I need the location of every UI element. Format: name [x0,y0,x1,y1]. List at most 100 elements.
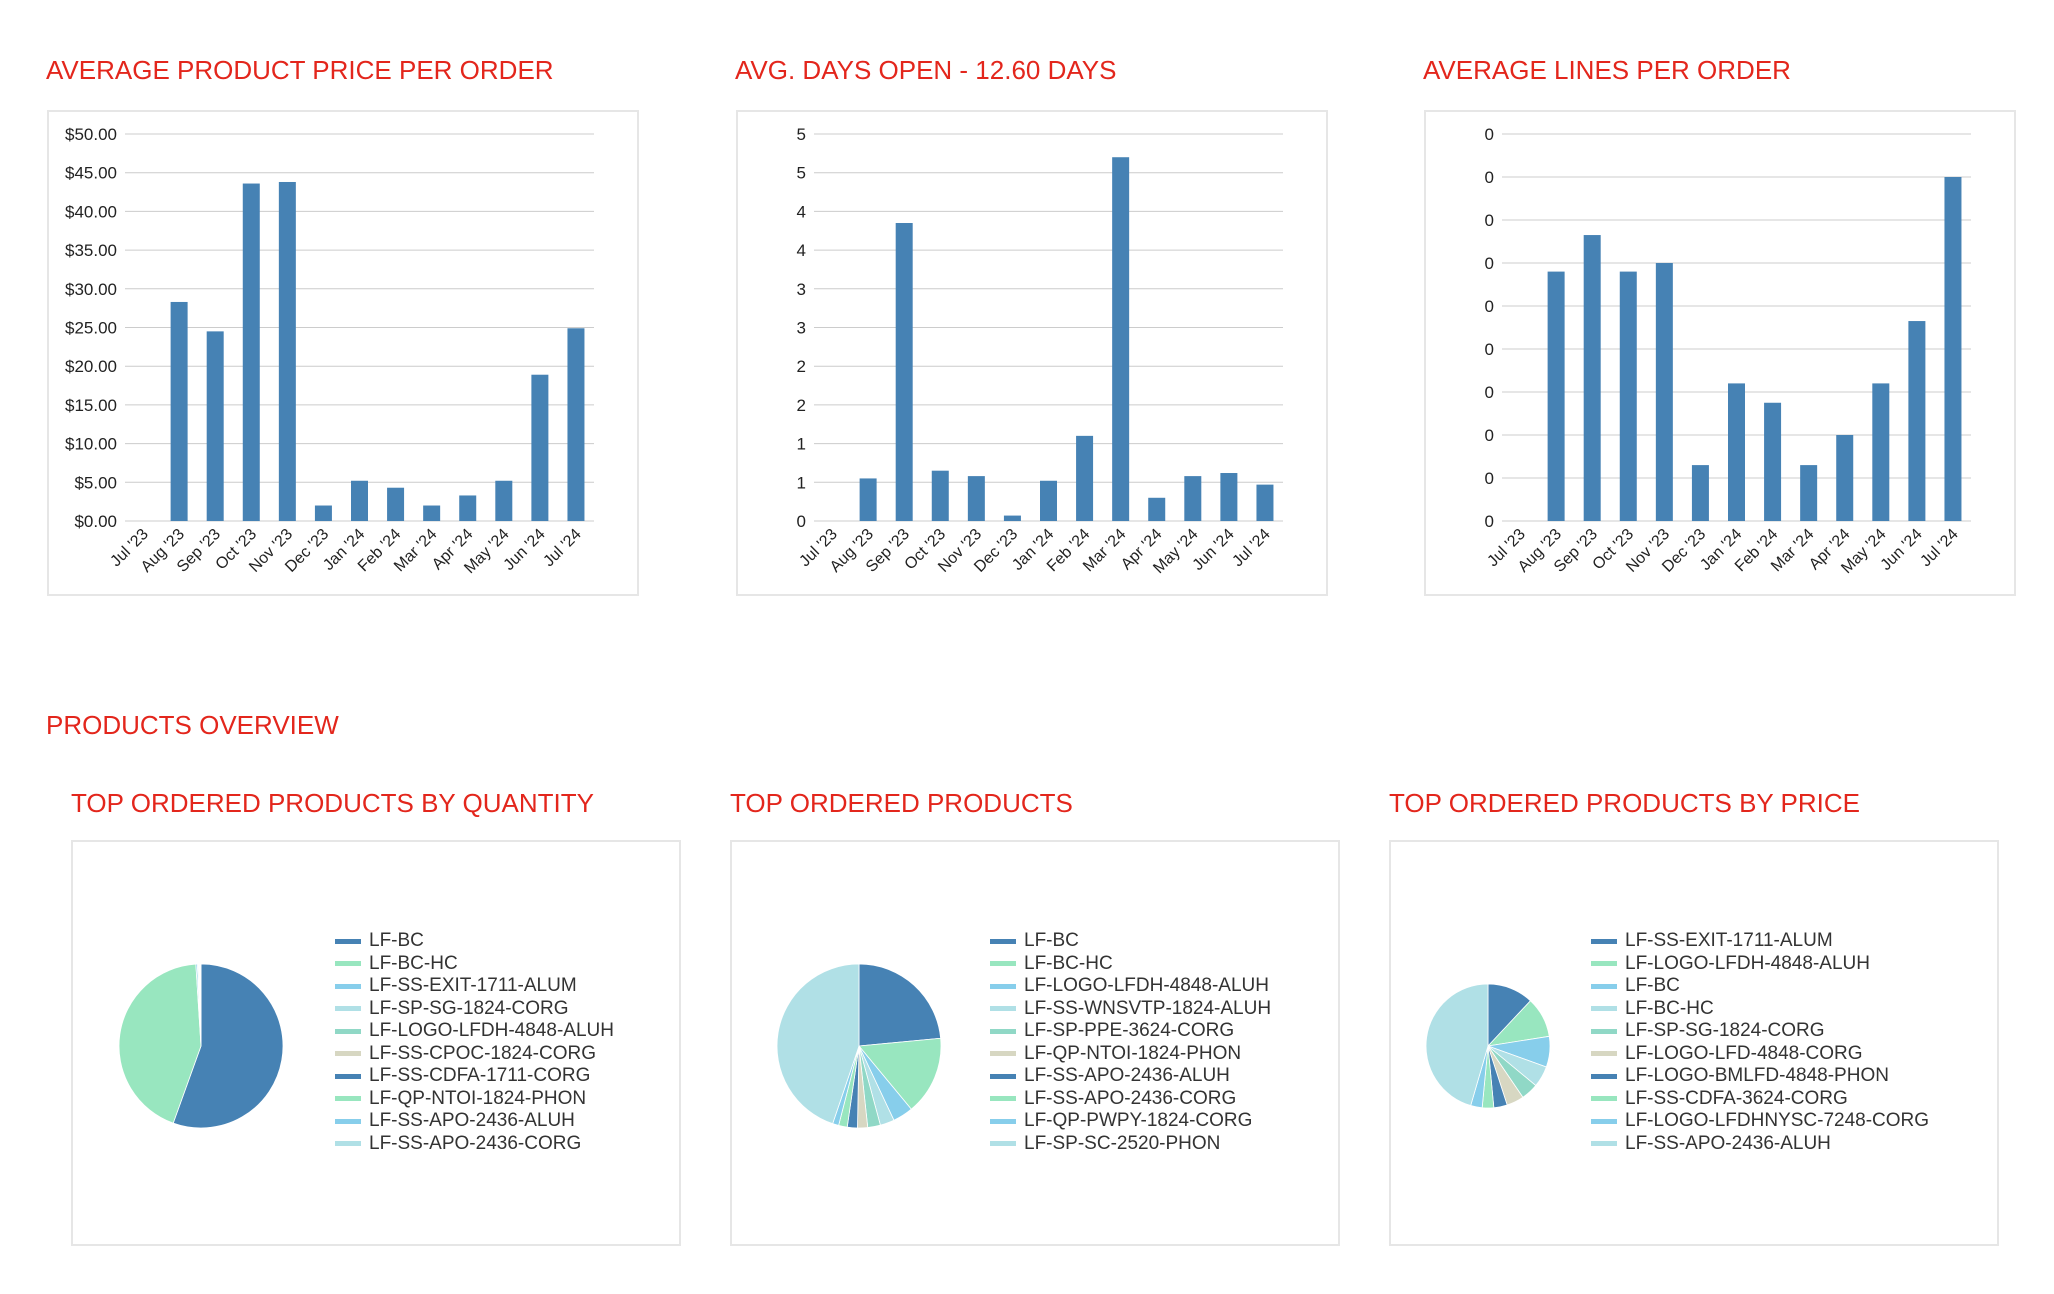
x-tick-label: Jul '24 [540,526,584,570]
legend-label: LF-SS-APO-2436-ALUH [1625,1132,1831,1154]
legend-item: LF-SS-APO-2436-CORG [990,1088,1271,1111]
bar [387,487,405,521]
bar [1583,235,1601,522]
products-overview-title: PRODUCTS OVERVIEW [46,710,339,740]
legend-item: LF-SS-CPOC-1824-CORG [335,1043,614,1066]
y-tick-label: $20.00 [65,357,117,376]
legend-swatch [990,983,1016,989]
y-tick-label: $15.00 [65,396,117,415]
pie-slice [776,963,860,1125]
legend-item: LF-SP-SG-1824-CORG [335,998,614,1021]
qty-pie-chart: LF-BC LF-BC-HC LF-SS-EXIT-1711-ALUM LF-SP-S… [71,840,681,1246]
legend-swatch [990,1096,1016,1102]
legend-label: LF-SS-EXIT-1711-ALUM [369,975,577,997]
legend-label: LF-SS-WNSVTP-1824-ALUH [1024,997,1272,1019]
legend-item: LF-QP-NTOI-1824-PHON [335,1088,614,1111]
bar [1800,465,1818,521]
legend-item: LF-QP-PWPY-1824-CORG [990,1110,1271,1133]
legend-label: LF-BC-HC [1024,952,1113,974]
legend-item: LF-SS-APO-2436-ALUH [990,1065,1271,1088]
legend-swatch [335,1118,361,1124]
legend-swatch [335,983,361,989]
legend-swatch [335,1141,361,1147]
y-tick-label: $30.00 [65,280,117,299]
qty-chart-title: TOP ORDERED PRODUCTS BY QUANTITY [71,788,594,818]
orders-chart-title: TOP ORDERED PRODUCTS [730,788,1073,818]
legend-label: LF-SP-SG-1824-CORG [1625,1020,1825,1042]
legend-item: LF-BC [990,930,1271,953]
bar [1040,480,1057,521]
price-chart-svg: $0.00 $5.00 $10.00 $15.00 $20.00 $25.00 $30.00… [65,125,594,577]
y-tick-label: 0 [1485,125,1494,144]
legend-swatch [1591,1096,1617,1102]
legend-swatch [335,961,361,967]
legend-item: LF-SP-SG-1824-CORG [1591,1020,1929,1043]
bar [1256,484,1274,521]
y-tick-label: 5 [797,125,806,144]
legend-swatch [990,1073,1016,1079]
y-tick-label: 2 [797,357,806,376]
legend-swatch [335,1006,361,1012]
bar [531,374,549,521]
legend-label: LF-BC-HC [1625,997,1714,1019]
legend-swatch [1591,938,1617,944]
bar [1944,177,1962,521]
y-tick-label: 2 [797,396,806,415]
legend-item: LF-BC-HC [990,953,1271,976]
x-tick-label: Jul '24 [1917,526,1961,570]
bar [1112,157,1130,521]
legend-label: LF-SP-SG-1824-CORG [369,997,569,1019]
legend-label: LF-SS-APO-2436-ALUH [369,1110,575,1132]
y-tick-label: 0 [1485,297,1494,316]
legend-label: LF-SS-APO-2436-CORG [369,1132,582,1154]
legend-label: LF-SS-CDFA-1711-CORG [369,1065,591,1087]
legend-swatch [990,1051,1016,1057]
legend-swatch [990,1006,1016,1012]
bar [895,223,913,521]
legend-item: LF-BC-HC [335,953,614,976]
bar [1003,515,1021,521]
y-tick-label: $25.00 [65,319,117,338]
y-tick-label: 0 [1485,254,1494,273]
legend-item: LF-SS-EXIT-1711-ALUM [335,975,614,998]
bar [1728,383,1745,521]
legend-item: LF-LOGO-LFDH-4848-ALUH [335,1020,614,1043]
legend-label: LF-BC [1024,930,1079,952]
price-pie-chart-title: TOP ORDERED PRODUCTS BY PRICE [1389,788,1860,818]
legend-swatch [1591,1006,1617,1012]
x-tick-label: Jun '24 [1878,526,1926,574]
legend-swatch [1591,1073,1617,1079]
y-tick-label: $35.00 [65,241,117,260]
pie-slice [1425,983,1489,1107]
bar [351,480,368,521]
legend-label: LF-BC [369,930,424,952]
legend-item: LF-LOGO-LFDHNYSC-7248-CORG [1591,1110,1929,1133]
legend-label: LF-SS-EXIT-1711-ALUM [1625,930,1833,952]
legend-item: LF-LOGO-LFDH-4848-ALUH [990,975,1271,998]
bar [278,181,296,521]
bar [1148,497,1166,521]
bar [1691,465,1709,521]
bar [423,505,441,521]
legend-item: LF-LOGO-LFD-4848-CORG [1591,1043,1929,1066]
legend-label: LF-SS-CDFA-3624-CORG [1625,1087,1848,1109]
bar [459,495,477,521]
legend-label: LF-QP-NTOI-1824-PHON [369,1087,587,1109]
price-pie-svg [1425,983,1551,1109]
y-tick-label: 0 [1485,340,1494,359]
legend-swatch [335,938,361,944]
legend-swatch [1591,1118,1617,1124]
bar [1872,383,1890,521]
legend-swatch [990,938,1016,944]
legend-label: LF-LOGO-LFDH-4848-ALUH [1625,952,1870,974]
legend-label: LF-SP-PPE-3624-CORG [1024,1020,1235,1042]
legend-item: LF-LOGO-LFDH-4848-ALUH [1591,953,1929,976]
y-tick-label: $0.00 [74,512,117,531]
pie-slice [858,1037,942,1110]
legend-label: LF-SS-CPOC-1824-CORG [369,1042,596,1064]
y-tick-label: 0 [1485,211,1494,230]
legend-label: LF-SP-SC-2520-PHON [1024,1132,1221,1154]
legend-swatch [1591,961,1617,967]
y-tick-label: 1 [797,473,806,492]
y-tick-label: $50.00 [65,125,117,144]
